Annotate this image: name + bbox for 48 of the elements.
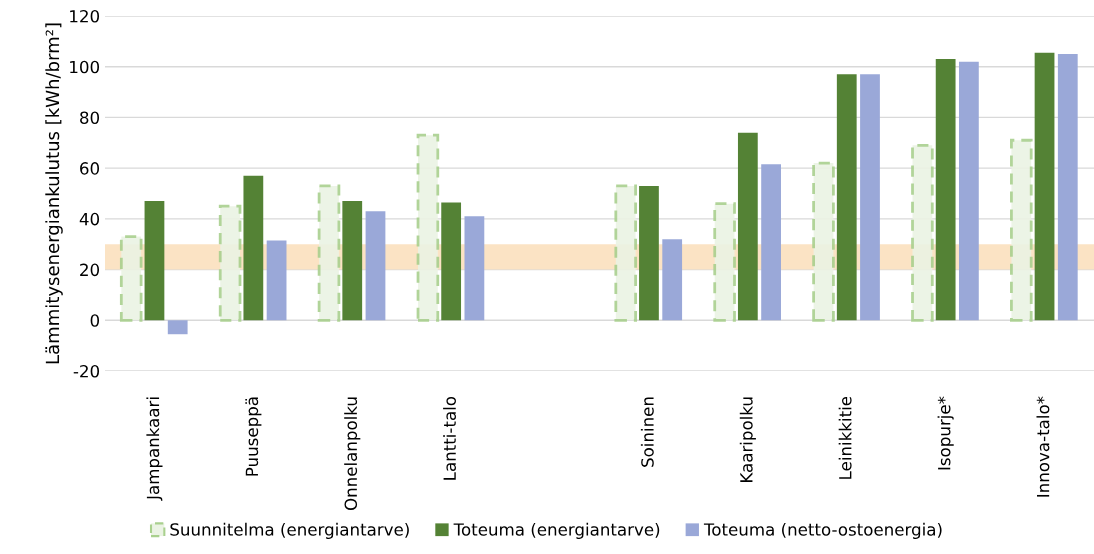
x-tick-label: Jampankaari [146,397,163,501]
bar [144,201,165,321]
y-tick-label: 100 [70,60,100,74]
y-axis-title: Lämmitysenergiankulutus [kWh/brm²] [45,23,63,364]
x-tick-label: Innova-talo* [1036,396,1050,497]
bar [1034,52,1055,321]
bar [713,202,736,322]
bar [218,204,242,322]
x-tick-label: Lantti-talo [443,396,456,480]
bar [761,164,781,321]
bar [416,133,440,322]
bar [464,216,485,321]
x-tick-label: Onnelanpolku [344,397,361,511]
bar [317,184,341,322]
bar [167,320,188,335]
bar [935,59,956,321]
legend-label: Suunnitelma (energiantarve) [170,522,409,539]
y-tick-label: 120 [70,9,100,23]
y-tick-label: 60 [80,162,100,175]
x-tick-label: Soininen [640,397,654,467]
bar [860,74,880,321]
bar [836,74,857,321]
bar [266,240,287,321]
bar [342,201,363,321]
bar [812,161,835,322]
bar [959,61,979,321]
x-tick-label: Kaaripolku [739,397,756,483]
bar [737,132,758,321]
bar [243,175,264,321]
bar [1057,54,1078,321]
bar [441,202,462,321]
bar [911,143,934,322]
bar [365,211,386,321]
bar [1010,138,1033,322]
bar [119,235,143,322]
y-tick-label: 0 [90,314,100,327]
y-tick-label: 20 [80,263,100,277]
bar [614,184,637,322]
x-tick-label: Isopurje* [937,396,954,470]
y-tick-label: -20 [73,364,100,378]
y-tick-label: 80 [80,111,100,124]
bar [662,239,683,321]
legend-label: Toteuma (netto-ostoenergia) [703,522,942,539]
x-tick-label: Leinikkitie [838,396,852,479]
legend-label: Toteuma (energiantarve) [453,522,660,539]
x-tick-label: Puuseppä [245,397,262,476]
bar [639,185,659,321]
y-tick-label: 40 [79,212,100,226]
